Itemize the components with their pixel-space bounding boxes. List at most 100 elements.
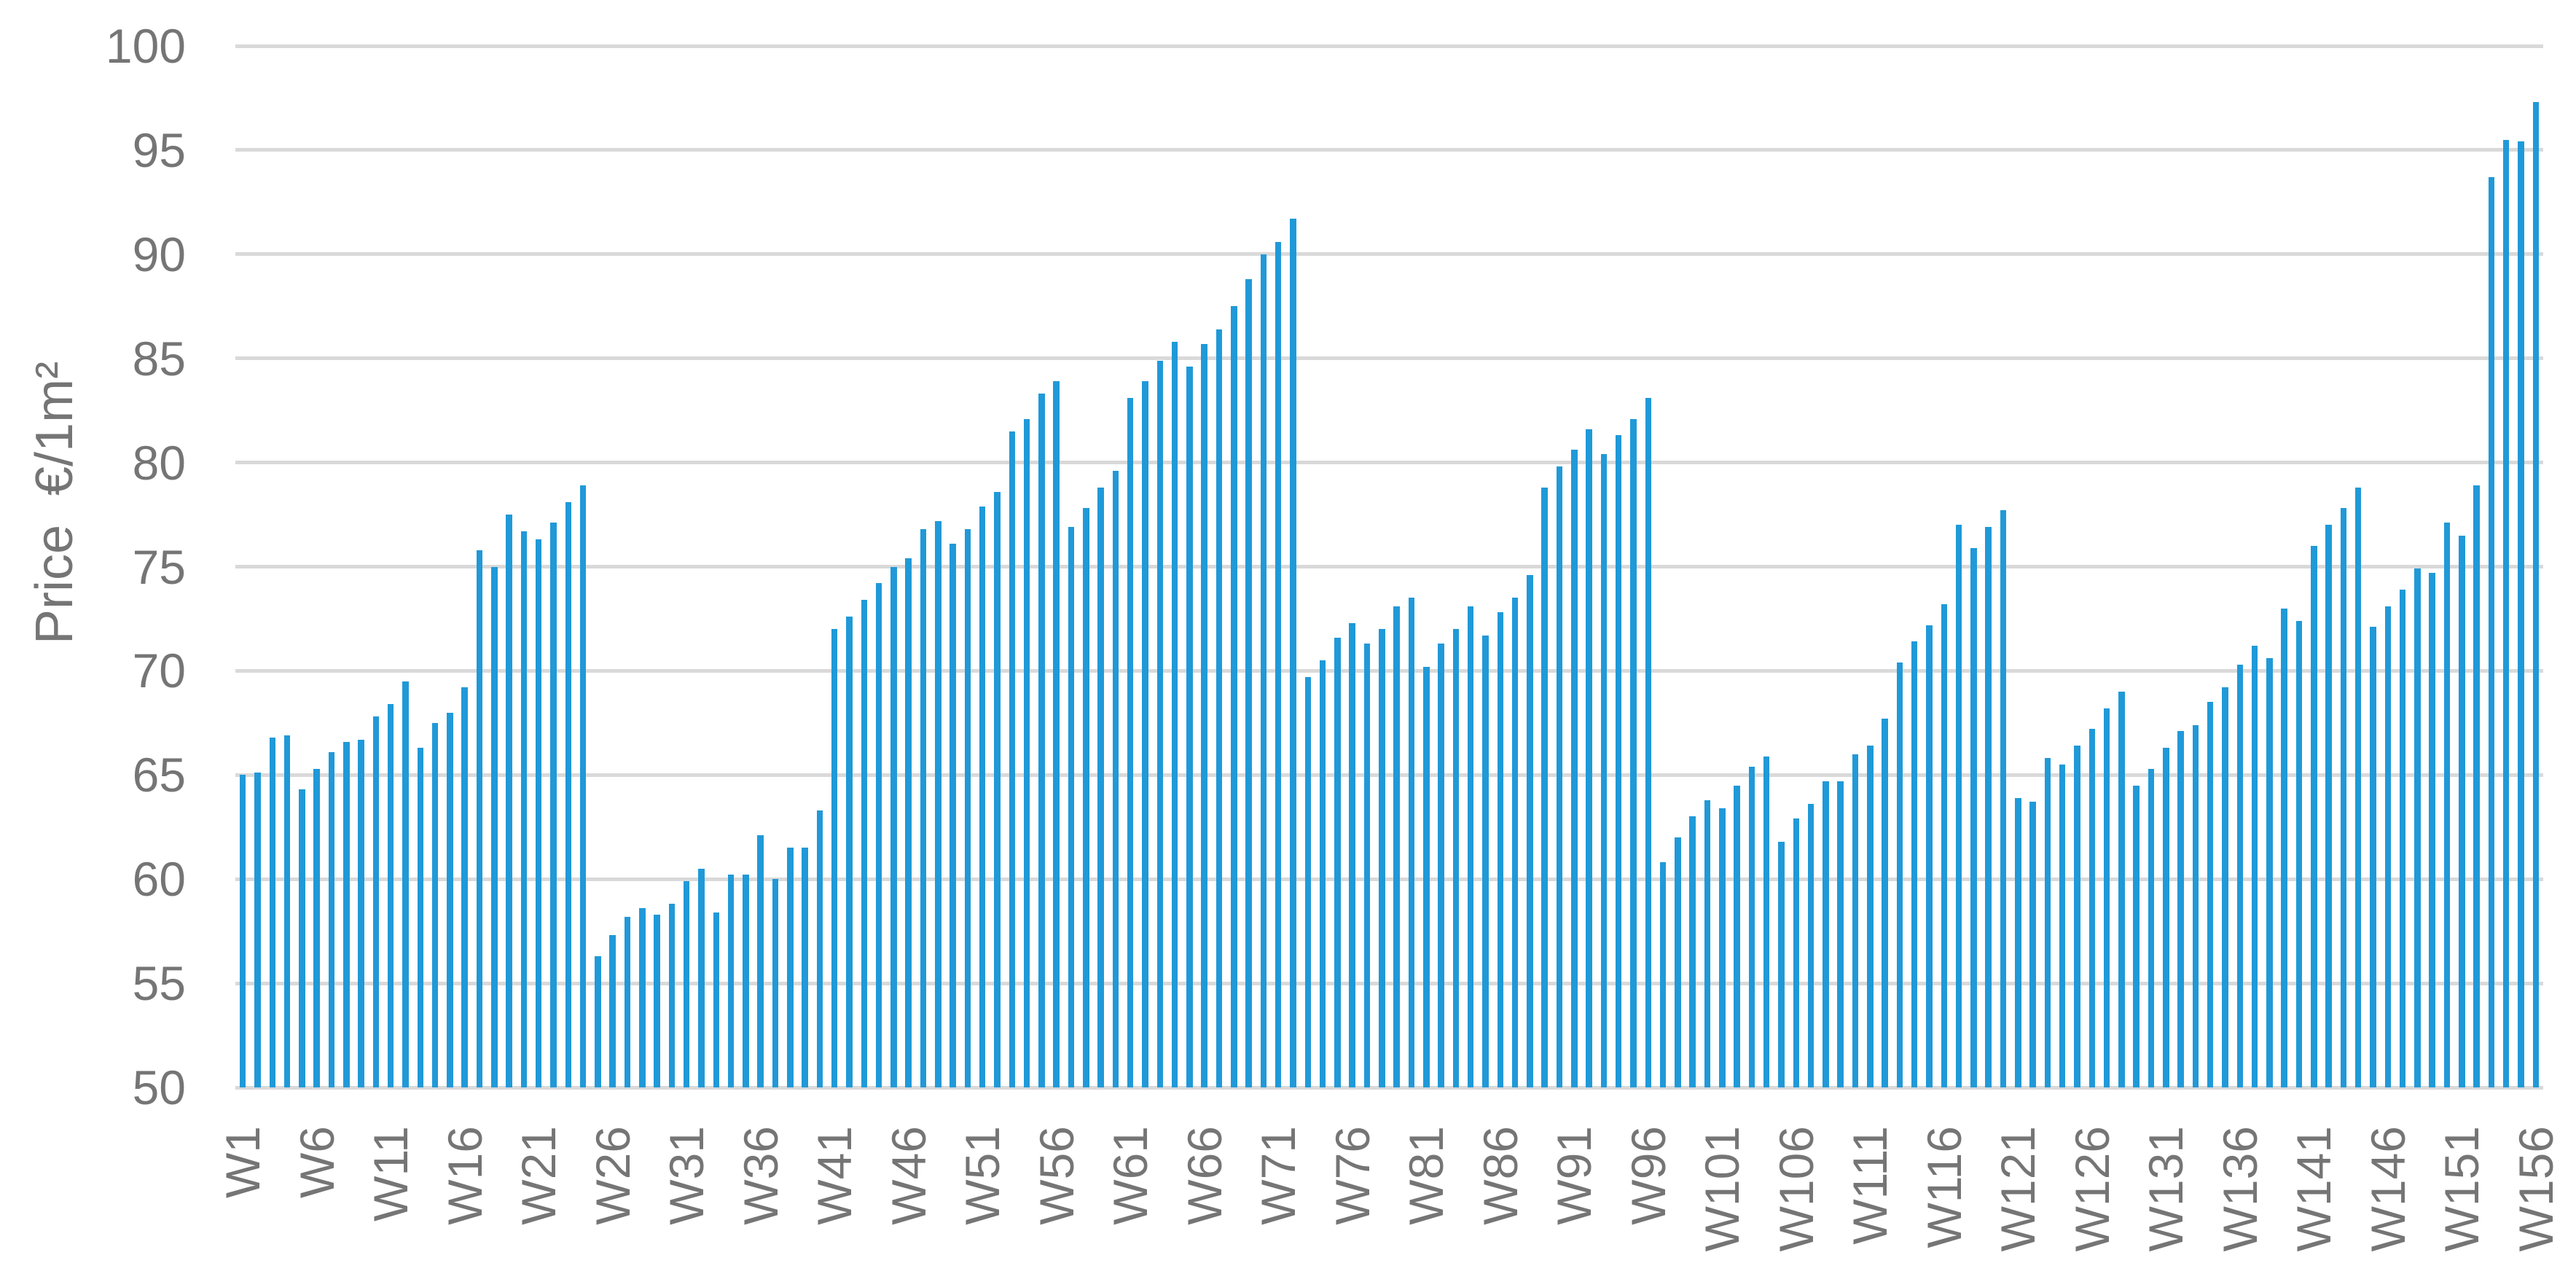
bar (2502, 139, 2510, 1087)
bar (1852, 754, 1859, 1087)
bar (461, 687, 468, 1087)
bar (2015, 797, 2021, 1087)
bar (1156, 360, 1164, 1087)
bar (372, 716, 380, 1087)
bar (861, 600, 868, 1087)
bar (2207, 702, 2214, 1087)
bar (1511, 598, 1519, 1087)
gridline (235, 981, 2543, 985)
y-tick-label: 100 (105, 19, 186, 73)
bar (816, 810, 823, 1087)
bar (520, 531, 528, 1087)
bar (1837, 781, 1844, 1087)
bar (283, 735, 291, 1087)
bar (1556, 466, 1563, 1087)
plot-area (235, 44, 2543, 1090)
x-tick-label: W136 (2212, 1126, 2267, 1252)
bar (535, 539, 542, 1087)
bar (979, 506, 986, 1087)
bar (299, 789, 305, 1087)
bar (2000, 510, 2007, 1087)
bar (1985, 527, 1992, 1087)
y-tick-label: 55 (132, 956, 186, 1011)
bar (1452, 629, 1460, 1087)
bar (1823, 781, 1829, 1087)
y-tick-label: 65 (132, 748, 186, 802)
bar (2163, 748, 2169, 1087)
bar (935, 520, 941, 1087)
x-tick-label: W21 (512, 1126, 566, 1225)
bar (1882, 719, 1888, 1087)
bar (2399, 589, 2406, 1087)
bar (2429, 573, 2435, 1087)
bar (787, 848, 794, 1087)
bar (2103, 708, 2110, 1087)
bar (2044, 758, 2051, 1087)
x-tick-label: W56 (1029, 1126, 1084, 1225)
bar (1423, 666, 1430, 1087)
bar (1038, 394, 1045, 1087)
bar (1068, 527, 1075, 1087)
x-tick-label: W31 (659, 1126, 714, 1225)
bar (757, 835, 764, 1087)
bar (506, 515, 512, 1087)
x-tick-label: W106 (1769, 1126, 1823, 1252)
gridline (235, 461, 2543, 465)
bar (609, 935, 616, 1087)
bar (1201, 343, 1207, 1087)
y-tick-label: 70 (132, 644, 186, 698)
bar (772, 879, 779, 1087)
x-tick-label: W26 (585, 1126, 640, 1225)
bar (431, 722, 439, 1087)
bar (1926, 625, 1933, 1087)
bar (1438, 644, 1444, 1087)
bar (698, 868, 705, 1087)
bar (1009, 431, 1016, 1087)
gridline (235, 252, 2543, 257)
bar (1408, 598, 1415, 1087)
bar (2236, 664, 2244, 1087)
bar (743, 875, 749, 1087)
bar (1630, 418, 1637, 1087)
bar (1304, 676, 1312, 1087)
bar (1571, 450, 1578, 1087)
gridline (235, 356, 2543, 361)
bar (269, 737, 275, 1087)
bar (2354, 487, 2362, 1087)
bar (2266, 658, 2273, 1087)
x-tick-label: W36 (733, 1126, 788, 1225)
bar (683, 881, 690, 1087)
bar (550, 523, 557, 1087)
x-tick-label: W146 (2360, 1126, 2415, 1252)
bar (905, 558, 912, 1087)
bar (2325, 525, 2332, 1087)
bar (1689, 816, 1696, 1087)
bar (802, 848, 808, 1087)
bar (624, 916, 631, 1087)
bar (595, 955, 601, 1087)
bar (1290, 219, 1296, 1087)
bar (1527, 574, 1533, 1087)
bar (1231, 306, 1237, 1087)
bar (1379, 629, 1385, 1087)
bar (1659, 862, 1667, 1087)
bar (1911, 641, 1918, 1087)
bar (1867, 746, 1874, 1087)
bar (1615, 435, 1622, 1087)
bar (2029, 802, 2036, 1087)
y-tick-label: 95 (132, 122, 186, 177)
bar (2059, 765, 2066, 1087)
bar (1275, 241, 1282, 1087)
bar (1127, 398, 1134, 1087)
bar (1097, 487, 1104, 1087)
x-tick-label: W46 (881, 1126, 936, 1225)
x-tick-label: W121 (1991, 1126, 2045, 1252)
bar (2459, 535, 2465, 1087)
x-tick-label: W6 (289, 1126, 344, 1198)
x-tick-label: W86 (1473, 1126, 1527, 1225)
bar (1586, 429, 1592, 1087)
bar (1467, 606, 1474, 1087)
bar (639, 908, 646, 1087)
bar (1053, 381, 1060, 1087)
bar (417, 748, 424, 1087)
